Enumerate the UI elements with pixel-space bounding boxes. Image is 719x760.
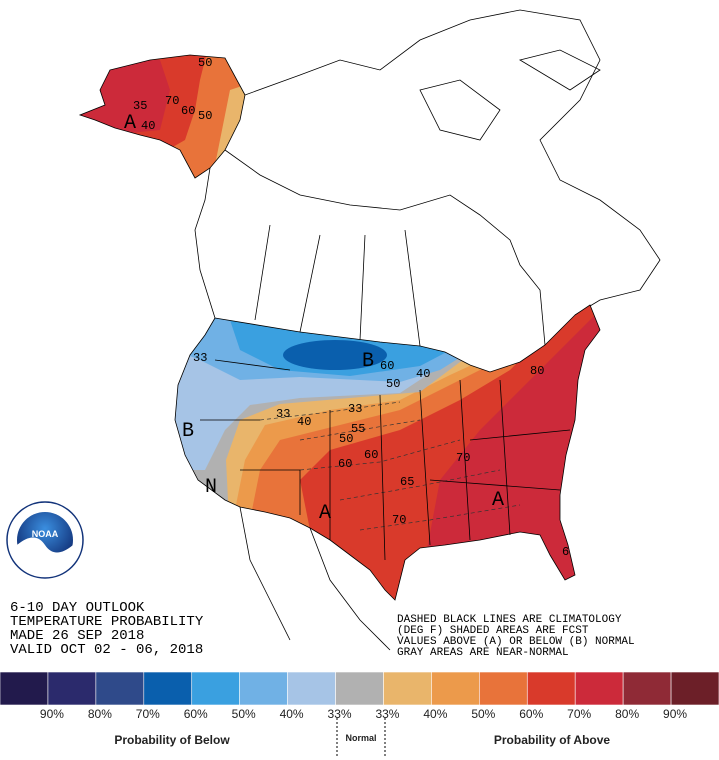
map-label: 65 xyxy=(400,475,414,489)
legend-tick-label: 33% xyxy=(375,707,399,721)
legend-below-label: Probability of Below xyxy=(114,733,230,747)
map-label: A xyxy=(492,489,504,512)
map-label: 6 xyxy=(562,545,569,559)
map-labels: A A A B B N 50 70 35 60 50 40 33 33 40 3… xyxy=(124,56,569,559)
conus-shading xyxy=(175,305,600,600)
legend-swatch xyxy=(287,671,336,706)
map-label: 35 xyxy=(133,99,147,113)
legend-swatch xyxy=(95,671,145,706)
map-label: 60 xyxy=(338,457,352,471)
legend-tick-label: 90% xyxy=(663,707,687,721)
map-label: 50 xyxy=(339,432,353,446)
map-label: 50 xyxy=(386,377,400,391)
legend: Probability of Below Normal Probability … xyxy=(0,671,719,758)
legend-swatch xyxy=(431,671,480,706)
legend-swatch xyxy=(574,671,624,706)
conus-outline xyxy=(174,304,601,601)
map-label: 60 xyxy=(181,104,195,118)
note-line: (DEG F) SHADED AREAS ARE FCST xyxy=(397,625,589,637)
legend-normal-label: Normal xyxy=(345,733,376,743)
state-lines xyxy=(200,359,571,561)
logo-text: NOAA xyxy=(32,529,59,539)
alaska-shading xyxy=(80,55,245,178)
legend-tick-label: 50% xyxy=(232,707,256,721)
legend-tick-label: 33% xyxy=(328,707,352,721)
map-label: 60 xyxy=(380,359,394,373)
map-label: 33 xyxy=(348,402,362,416)
legend-swatch xyxy=(239,671,288,706)
legend-tick-label: 50% xyxy=(471,707,495,721)
map-label: 40 xyxy=(416,367,430,381)
map-label: A xyxy=(124,112,136,135)
map-label: 70 xyxy=(456,451,470,465)
map-label: 70 xyxy=(392,513,406,527)
legend-tick-label: 90% xyxy=(40,707,64,721)
legend-tick-label: 80% xyxy=(88,707,112,721)
legend-tick-label: 70% xyxy=(567,707,591,721)
map-label: B xyxy=(362,350,374,373)
legend-swatch xyxy=(383,671,432,706)
title-line: TEMPERATURE PROBABILITY xyxy=(10,614,204,630)
legend-swatch xyxy=(335,671,384,706)
map-label: 50 xyxy=(198,109,212,123)
legend-tick-label: 60% xyxy=(184,707,208,721)
map-label: N xyxy=(205,476,217,499)
map-label: 70 xyxy=(165,94,179,108)
legend-tick-label: 40% xyxy=(280,707,304,721)
title-line: MADE 26 SEP 2018 xyxy=(10,628,144,644)
map-label: 40 xyxy=(141,119,155,133)
title-line: VALID OCT 02 - 06, 2018 xyxy=(10,642,203,658)
legend-swatch xyxy=(526,671,576,706)
note-line: VALUES ABOVE (A) OR BELOW (B) NORMAL xyxy=(397,636,635,648)
legend-swatch xyxy=(47,671,97,706)
legend-swatch xyxy=(191,671,240,706)
base-map-outlines xyxy=(194,9,661,651)
legend-swatch xyxy=(622,671,672,706)
map-label: A xyxy=(319,502,331,525)
legend-tick-label: 60% xyxy=(519,707,543,721)
legend-tick-label: 70% xyxy=(136,707,160,721)
legend-swatch xyxy=(143,671,193,706)
note-line: GRAY AREAS ARE NEAR-NORMAL xyxy=(397,647,569,659)
map-label: 50 xyxy=(198,56,212,70)
alaska-outline xyxy=(78,54,246,179)
map-label: 33 xyxy=(276,407,290,421)
noaa-logo: NOAA xyxy=(6,501,84,579)
legend-swatch xyxy=(0,671,49,706)
map-label: 33 xyxy=(193,351,207,365)
legend-above-label: Probability of Above xyxy=(494,733,611,747)
map-label: 40 xyxy=(297,415,311,429)
map-label: 60 xyxy=(364,448,378,462)
map-label: 55 xyxy=(351,422,365,436)
notes-block: DASHED BLACK LINES ARE CLIMATOLOGY (DEG … xyxy=(397,614,635,659)
legend-tick-label: 80% xyxy=(615,707,639,721)
title-block: 6-10 DAY OUTLOOK TEMPERATURE PROBABILITY… xyxy=(10,600,204,658)
map-label: B xyxy=(182,420,194,443)
title-line: 6-10 DAY OUTLOOK xyxy=(10,600,145,616)
legend-tick-label: 40% xyxy=(423,707,447,721)
note-line: DASHED BLACK LINES ARE CLIMATOLOGY xyxy=(397,614,622,626)
map-label: 80 xyxy=(530,364,544,378)
legend-swatch xyxy=(670,671,719,706)
legend-swatch xyxy=(479,671,528,706)
